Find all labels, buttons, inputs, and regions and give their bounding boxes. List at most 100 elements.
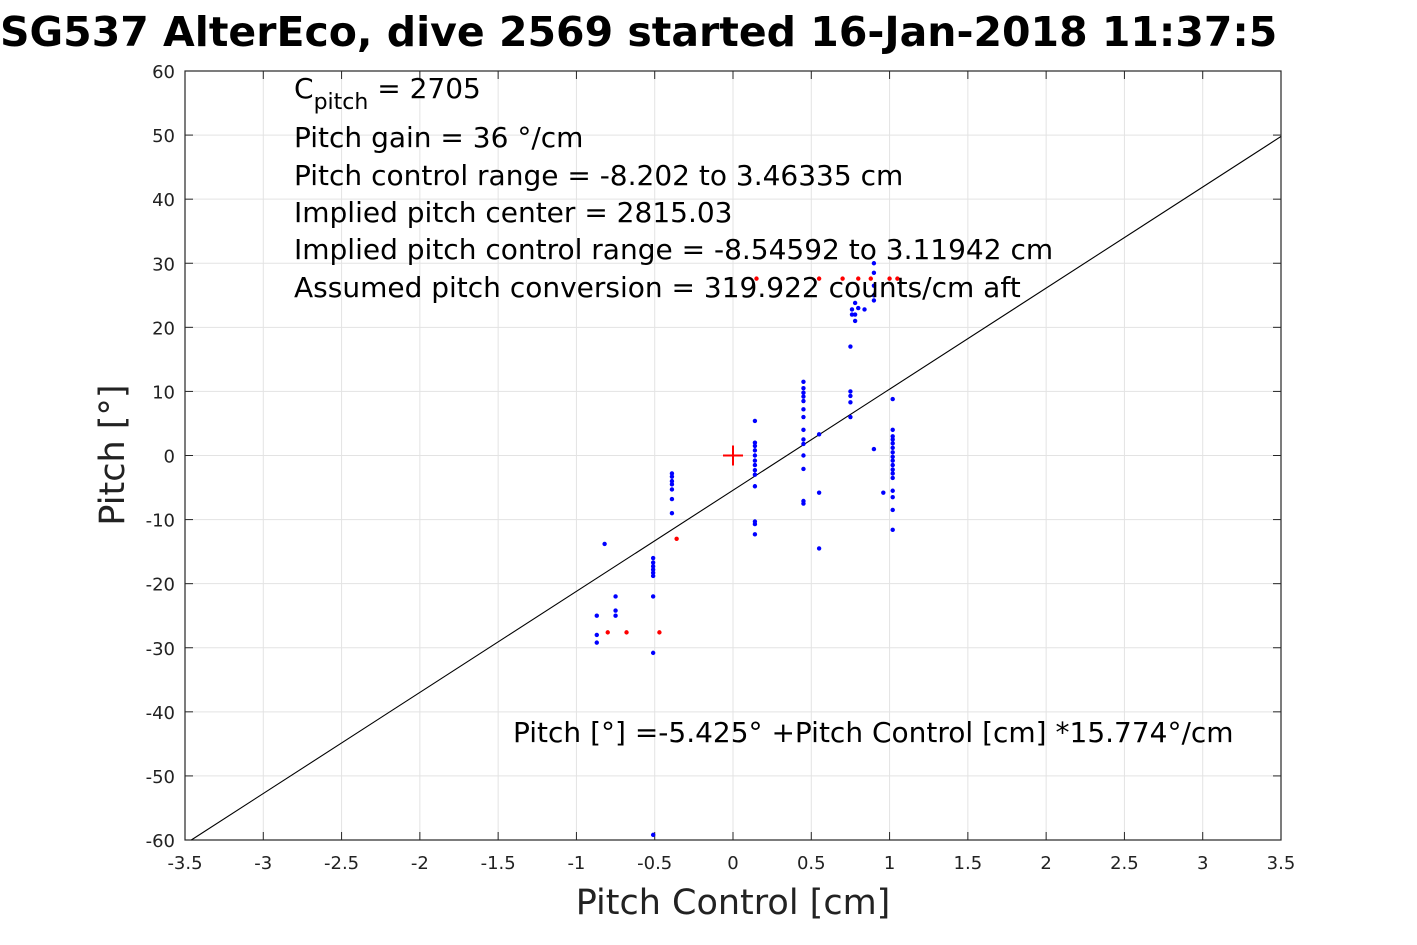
y-tick-label: -50 (146, 767, 175, 788)
data-point-blue (848, 389, 853, 394)
data-point-blue (862, 307, 867, 312)
data-point-blue (890, 450, 895, 455)
data-point-blue (816, 546, 822, 551)
data-point-blue (871, 283, 877, 288)
data-point-blue (752, 453, 758, 458)
data-point-blue (669, 487, 675, 492)
fit-equation: Pitch [°] =-5.425° +Pitch Control [cm] *… (513, 716, 1234, 749)
x-tick-label: 3 (1197, 853, 1208, 874)
y-tick-label: 60 (152, 62, 175, 83)
data-point-blue (871, 298, 877, 303)
data-point-red (816, 276, 822, 281)
y-tick-label: 10 (152, 382, 175, 403)
y-tick-label: 30 (152, 254, 175, 275)
x-tick-label: 1 (884, 853, 895, 874)
data-point-blue (848, 393, 853, 399)
data-point-blue (752, 443, 758, 449)
x-tick-labels: -3.5 -3 -2.5 -2 -1.5 -1 -0.5 0 0.5 1 1.5 2 2.5 3 3.5 (167, 853, 1295, 874)
data-point-blue (650, 650, 656, 656)
y-tick-label: 50 (152, 126, 175, 147)
data-point-red (624, 630, 629, 635)
data-point-blue (752, 484, 758, 489)
data-point-blue (890, 471, 895, 476)
data-point-red (887, 276, 892, 281)
data-point-blue (650, 564, 656, 569)
y-tick-label: -20 (146, 575, 175, 596)
data-point-blue (594, 640, 599, 645)
annotation-implied-pitch-control-range: Implied pitch control range = -8.54592 t… (294, 233, 1053, 266)
data-point-blue (849, 312, 855, 317)
data-point-blue (890, 454, 895, 459)
data-point-blue (613, 594, 618, 599)
annotation-c-pitch: Cpitch = 2705 (294, 72, 481, 115)
data-point-blue (801, 407, 806, 412)
data-point-blue (602, 541, 607, 547)
data-point-blue (650, 594, 656, 599)
data-point-blue (669, 474, 675, 479)
data-point-blue (594, 632, 599, 638)
annotation-c-pitch-value: = 2705 (368, 72, 481, 105)
grid (184, 70, 1282, 841)
annotation-pitch-control-range: Pitch control range = -8.202 to 3.46335 … (294, 159, 903, 192)
data-point-blue (752, 440, 758, 445)
data-point-blue (890, 507, 895, 513)
data-point-blue (752, 472, 758, 477)
data-point-blue (669, 482, 675, 487)
data-points (594, 261, 900, 838)
y-tick-label: 40 (152, 190, 175, 211)
x-tick-label: -3 (254, 853, 272, 874)
data-point-blue (848, 344, 853, 349)
x-tick-label: 1.5 (954, 853, 983, 874)
annotation-c-pitch-main: C (294, 72, 314, 105)
annotation-assumed-pitch-conversion: Assumed pitch conversion = 319.922 count… (294, 271, 1021, 304)
data-point-blue (890, 527, 895, 533)
data-point-blue (801, 394, 806, 399)
data-point-blue (801, 379, 806, 385)
data-point-red (895, 276, 900, 281)
data-point-blue (871, 446, 877, 452)
data-point-red (657, 630, 662, 635)
data-point-blue (752, 532, 758, 537)
data-point-blue (594, 613, 599, 618)
x-tick-label: -1 (567, 853, 585, 874)
data-point-blue (890, 434, 895, 439)
data-point-blue (650, 555, 656, 561)
data-point-blue (816, 432, 822, 437)
data-point-blue (650, 832, 656, 838)
data-point-blue (752, 468, 758, 473)
y-tick-label: 0 (164, 447, 175, 468)
y-tick-label: 20 (152, 318, 175, 339)
data-point-blue (801, 398, 806, 404)
data-point-red (840, 276, 845, 281)
annotation-c-pitch-sub: pitch (314, 90, 369, 115)
data-point-blue (752, 521, 758, 527)
data-point-blue (669, 496, 675, 502)
data-point-blue (752, 448, 758, 453)
annotation-implied-pitch-center: Implied pitch center = 2815.03 (294, 196, 732, 229)
data-point-blue (752, 462, 758, 468)
data-point-blue (801, 386, 806, 391)
data-point-red (754, 276, 759, 281)
data-point-blue (890, 458, 895, 463)
x-tick-label: -2.5 (324, 853, 359, 874)
data-point-blue (801, 427, 806, 433)
data-point-blue (881, 490, 886, 495)
data-point-blue (852, 312, 858, 317)
data-point-blue (871, 293, 877, 298)
x-tick-label: 2.5 (1110, 853, 1139, 874)
annotation-pitch-gain: Pitch gain = 36 °/cm (294, 121, 583, 154)
data-point-red (868, 276, 873, 281)
data-point-blue (801, 390, 806, 395)
x-tick-label: -0.5 (637, 853, 672, 874)
data-point-blue (848, 400, 853, 405)
data-point-blue (801, 414, 806, 420)
x-tick-label: 0 (727, 853, 738, 874)
data-point-blue (890, 396, 895, 402)
data-point-blue (890, 462, 895, 468)
y-tick-label: -10 (146, 511, 175, 532)
data-point-blue (890, 437, 895, 442)
y-tick-label: -40 (146, 703, 175, 724)
data-point-blue (650, 567, 656, 572)
data-point-blue (871, 270, 877, 276)
